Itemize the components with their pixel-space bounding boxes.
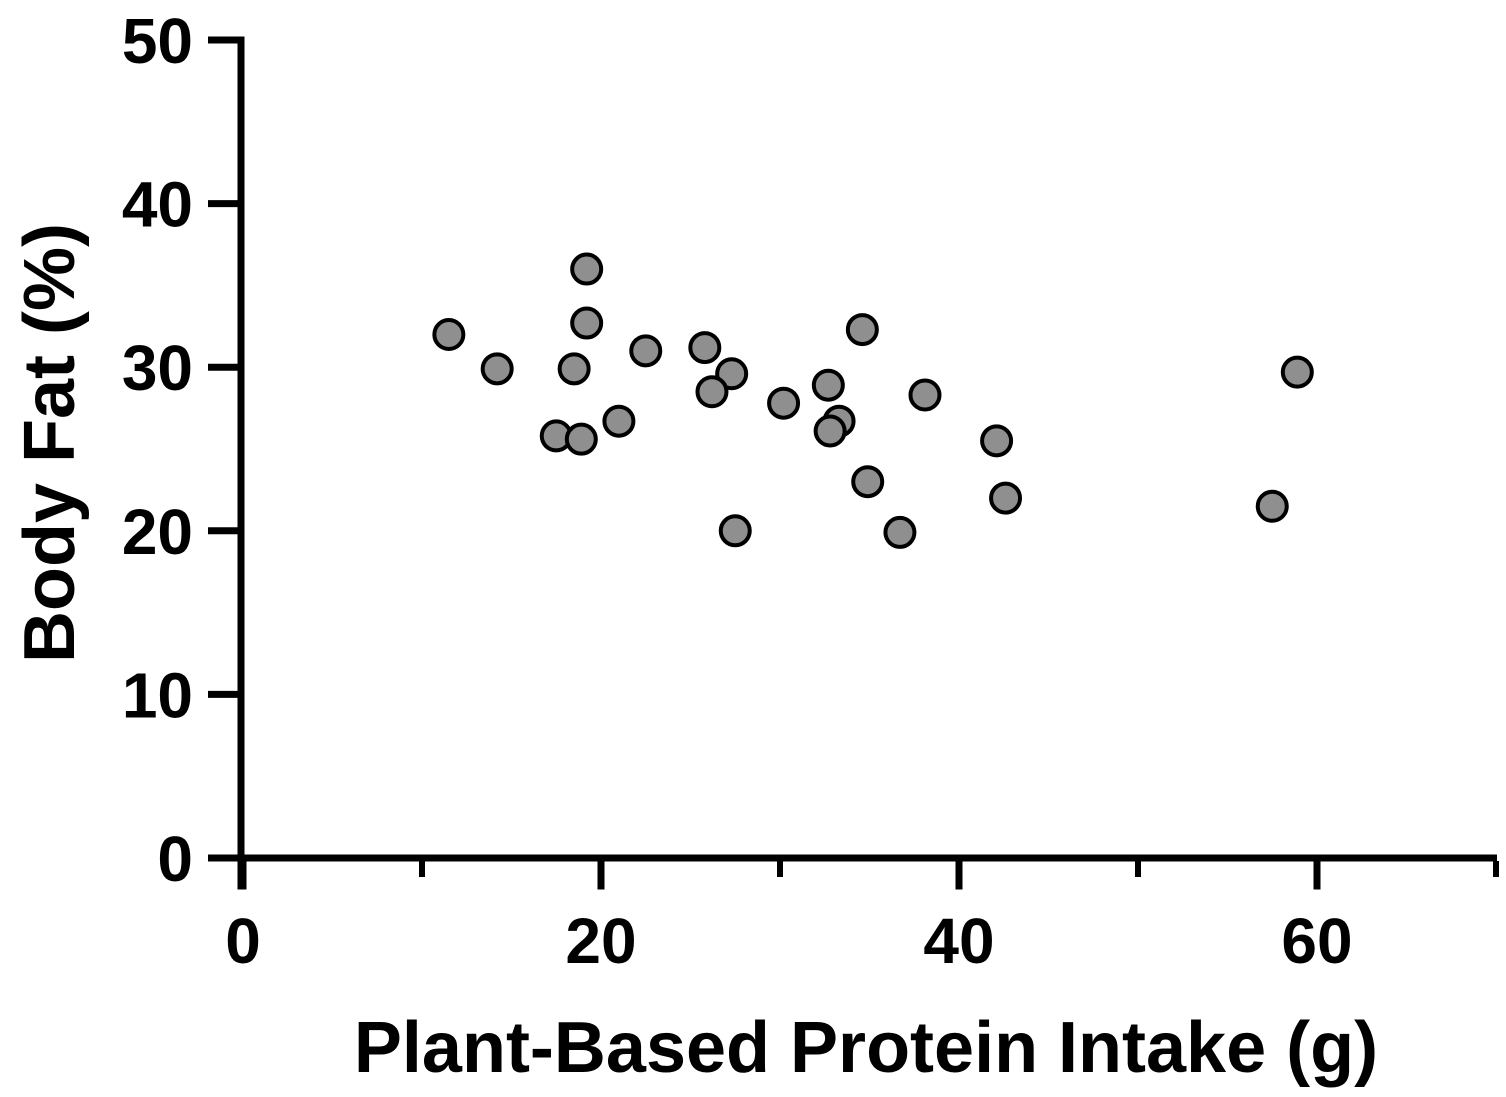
data-point xyxy=(767,386,801,420)
y-axis-title: Body Fat (%) xyxy=(10,223,90,663)
data-point xyxy=(695,375,729,409)
tick-labels-layer: 0 10 20 30 40 50 0 20 40 60 xyxy=(122,5,1353,977)
data-point xyxy=(557,352,591,386)
data-point xyxy=(688,331,722,365)
x-tick-label: 0 xyxy=(225,905,261,977)
data-point xyxy=(480,352,514,386)
data-point xyxy=(845,313,879,347)
data-points-layer xyxy=(432,252,1314,549)
data-point xyxy=(1255,489,1289,523)
y-tick-label: 20 xyxy=(122,496,193,568)
data-point xyxy=(602,404,636,438)
data-point xyxy=(811,368,845,402)
data-point xyxy=(908,378,942,412)
y-tick-label: 30 xyxy=(122,332,193,404)
data-point xyxy=(989,481,1023,515)
y-tick-label: 10 xyxy=(122,659,193,731)
ticks-layer xyxy=(208,36,1499,890)
data-point xyxy=(570,306,604,340)
data-point xyxy=(851,465,885,499)
data-point xyxy=(432,317,466,351)
y-tick-label: 40 xyxy=(122,169,193,241)
data-point xyxy=(980,424,1014,458)
data-point xyxy=(1280,355,1314,389)
data-point xyxy=(564,422,598,456)
data-point xyxy=(570,252,604,286)
x-axis-title: Plant-Based Protein Intake (g) xyxy=(354,1008,1378,1088)
data-point xyxy=(629,334,663,368)
x-tick-label: 40 xyxy=(923,905,994,977)
axes-layer xyxy=(209,36,1497,890)
data-point xyxy=(813,414,847,448)
x-tick-label: 20 xyxy=(565,905,636,977)
y-tick-label: 0 xyxy=(157,823,193,895)
data-point xyxy=(718,514,752,548)
y-tick-label: 50 xyxy=(122,5,193,77)
data-point xyxy=(883,515,917,549)
x-tick-label: 60 xyxy=(1281,905,1352,977)
